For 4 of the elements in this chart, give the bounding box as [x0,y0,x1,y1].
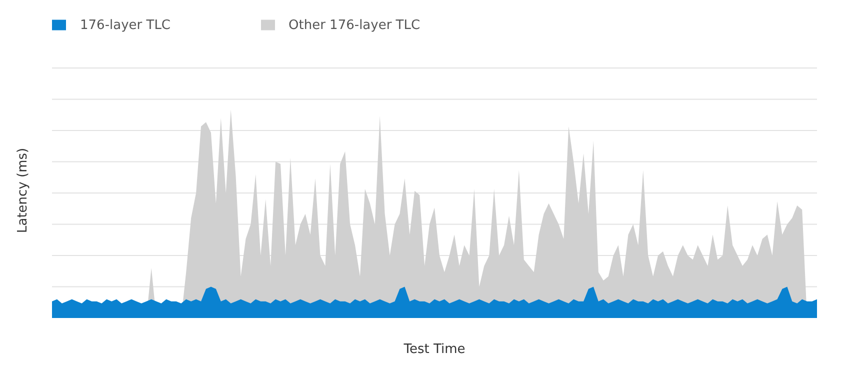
legend-label: Other 176-layer TLC [288,18,420,33]
x-axis-title: Test Time [402,342,466,357]
legend-label: 176-layer TLC [80,18,171,33]
y-axis-title: Latency (ms) [16,148,31,233]
